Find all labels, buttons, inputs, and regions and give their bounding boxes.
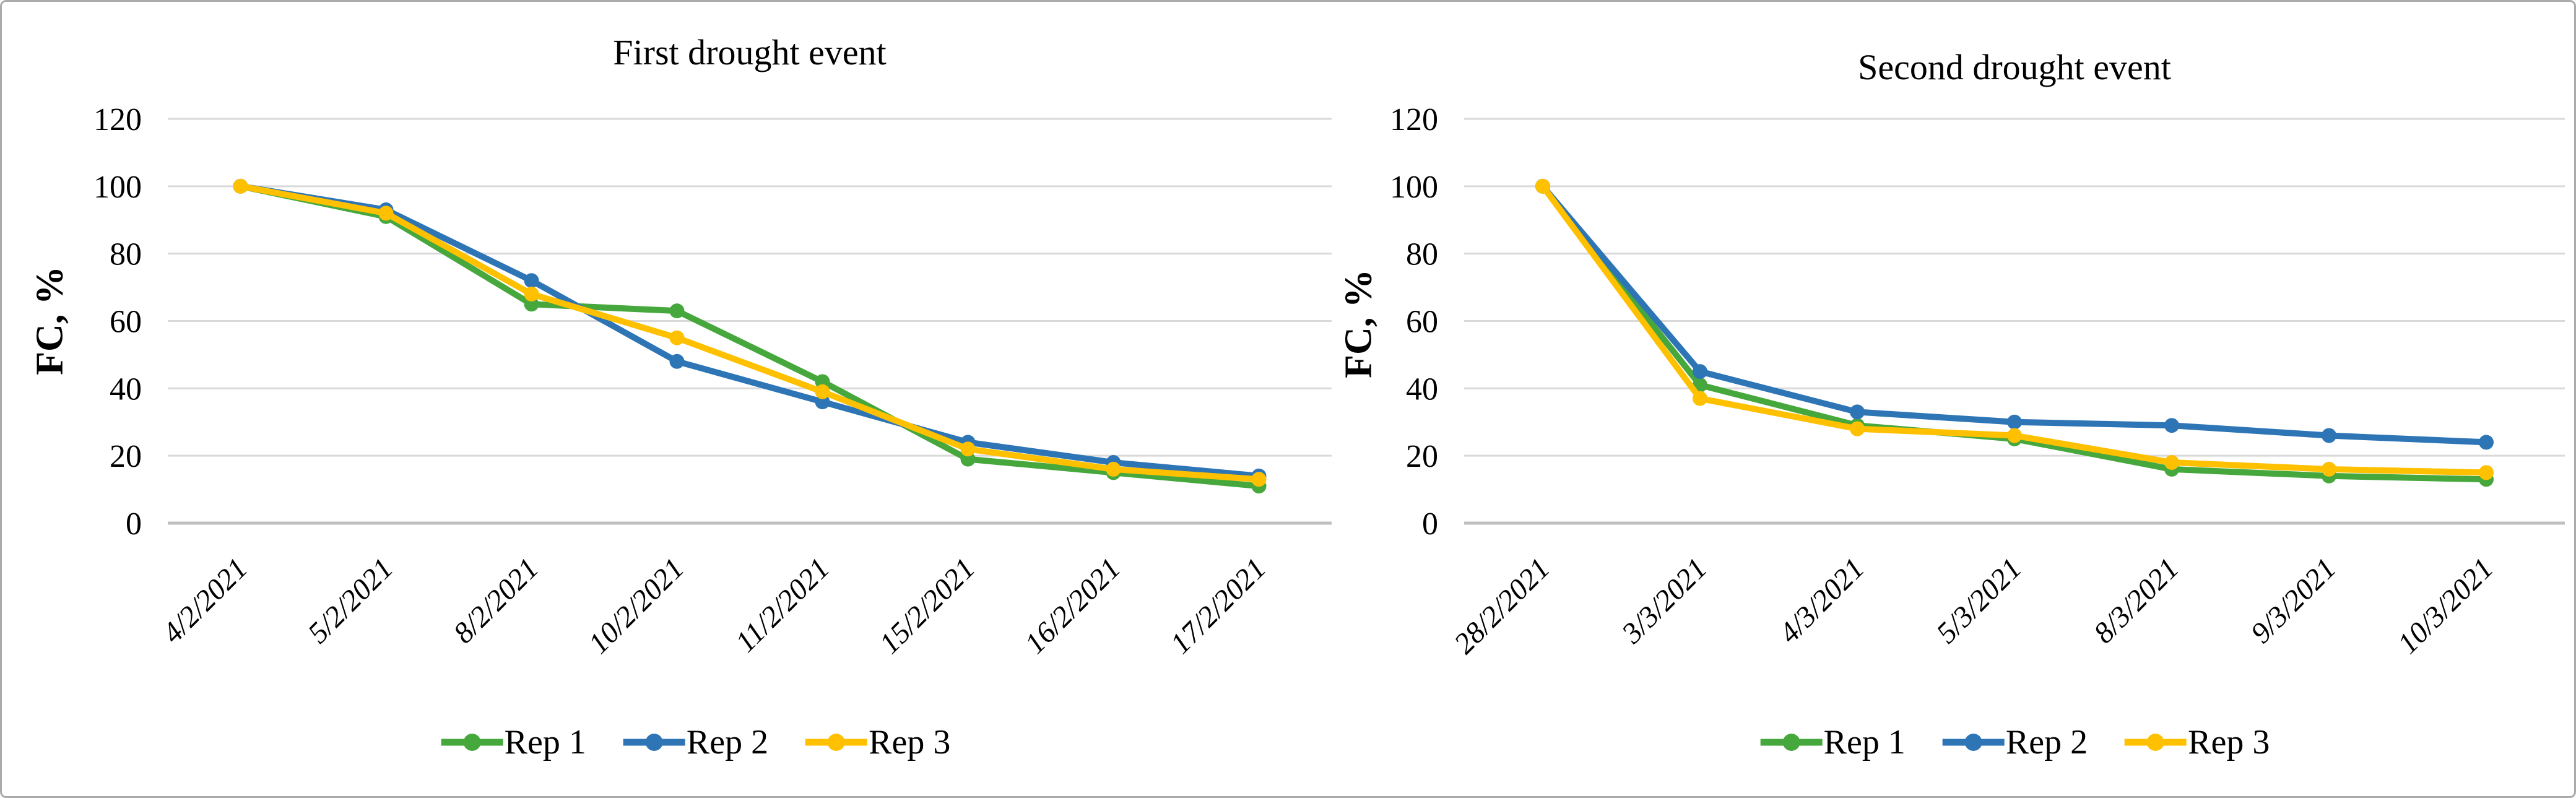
legend-marker-icon xyxy=(1942,734,2005,751)
data-point-marker xyxy=(524,273,539,288)
series-rep-2 xyxy=(233,178,1267,484)
data-point-marker xyxy=(1850,421,1865,436)
y-tick-label: 80 xyxy=(110,237,142,272)
chart-0: 0 20 40 60 80 100 120 4/2/2021 5/2/2021 8/2/2021 1… xyxy=(93,102,1332,660)
x-tick-label: 15/2/2021 xyxy=(873,552,981,660)
chart-title-first-drought: First drought event xyxy=(613,32,887,72)
x-tick-label: 10/3/2021 xyxy=(2392,552,2500,660)
x-tick-label: 4/3/2021 xyxy=(1773,552,1871,649)
x-tick-label: 28/2/2021 xyxy=(1448,552,1556,660)
legend-label: Rep 2 xyxy=(686,723,769,761)
data-point-marker xyxy=(2322,461,2336,477)
gridlines: 0 20 40 60 80 100 120 xyxy=(93,102,1332,542)
data-point-marker xyxy=(1106,461,1121,477)
x-tick-label: 5/2/2021 xyxy=(301,552,399,649)
legend-marker-icon xyxy=(623,734,685,751)
y-axis-title-right: FC, % xyxy=(1337,269,1380,378)
legend-item-rep-1: Rep 1 xyxy=(1759,725,1906,760)
legend-item-rep-3: Rep 3 xyxy=(2123,725,2270,760)
data-point-marker xyxy=(2479,465,2494,480)
data-point-marker xyxy=(2007,414,2022,430)
data-point-marker xyxy=(2479,435,2494,450)
data-point-marker xyxy=(524,286,539,301)
x-tick-label: 9/3/2021 xyxy=(2245,552,2343,649)
legend-label: Rep 3 xyxy=(2188,723,2270,761)
y-tick-label: 40 xyxy=(1406,371,1438,407)
data-point-marker xyxy=(378,206,394,221)
y-tick-label: 120 xyxy=(1390,102,1438,137)
chart-title-second-drought: Second drought event xyxy=(1858,47,2171,87)
data-point-marker xyxy=(1535,178,1550,194)
series-line xyxy=(237,183,1262,490)
y-tick-label: 40 xyxy=(110,371,142,407)
legend-first-drought: Rep 1 Rep 2 Rep 3 xyxy=(440,725,950,760)
x-tick-label: 8/2/2021 xyxy=(447,552,545,649)
series-line xyxy=(237,183,1262,479)
y-tick-label: 20 xyxy=(1406,439,1438,474)
data-point-marker xyxy=(2007,428,2022,443)
legend-item-rep-2: Rep 2 xyxy=(1941,725,2088,760)
series-rep-1 xyxy=(233,178,1267,494)
x-tick-label: 5/3/2021 xyxy=(1930,552,2028,649)
y-tick-label: 60 xyxy=(110,305,142,340)
series-rep-3 xyxy=(233,178,1267,487)
data-point-marker xyxy=(1251,472,1267,487)
chart-1: 0 20 40 60 80 100 120 28/2/2021 3/3/2021 4/3/2021… xyxy=(1390,102,2565,660)
y-tick-label: 20 xyxy=(110,439,142,474)
series-line xyxy=(237,183,1262,483)
data-point-marker xyxy=(1850,404,1865,420)
y-tick-label: 100 xyxy=(1390,170,1438,205)
data-point-marker xyxy=(960,441,976,457)
legend-label: Rep 1 xyxy=(504,723,586,761)
y-tick-label: 0 xyxy=(1422,506,1438,542)
x-tick-label: 4/2/2021 xyxy=(156,552,254,649)
data-point-marker xyxy=(1693,391,1707,406)
series-rep-2 xyxy=(1535,178,2494,450)
x-tick-label: 3/3/2021 xyxy=(1615,552,1714,650)
y-tick-label: 120 xyxy=(93,102,142,137)
y-tick-label: 0 xyxy=(126,506,142,542)
x-tick-label: 10/2/2021 xyxy=(582,552,690,660)
legend-item-rep-1: Rep 1 xyxy=(440,725,586,760)
y-tick-label: 60 xyxy=(1406,305,1438,340)
legend-item-rep-3: Rep 3 xyxy=(804,725,950,760)
x-tick-label: 11/2/2021 xyxy=(729,552,836,659)
data-point-marker xyxy=(1693,364,1707,379)
legend-marker-icon xyxy=(1760,734,1823,751)
legend-label: Rep 2 xyxy=(2005,723,2088,761)
y-tick-label: 80 xyxy=(1406,237,1438,272)
legend-marker-icon xyxy=(805,734,868,751)
data-point-marker xyxy=(669,353,685,369)
data-point-marker xyxy=(815,384,830,399)
legend-second-drought: Rep 1 Rep 2 Rep 3 xyxy=(1759,725,2270,760)
data-point-marker xyxy=(233,178,248,194)
x-tick-label: 16/2/2021 xyxy=(1018,552,1127,660)
x-tick-label: 17/2/2021 xyxy=(1164,552,1272,660)
legend-label: Rep 1 xyxy=(1823,723,1906,761)
data-point-marker xyxy=(2164,418,2179,433)
x-tick-labels: 28/2/2021 3/3/2021 4/3/2021 5/3/2021 8/3/202… xyxy=(1448,552,2500,660)
y-tick-label: 100 xyxy=(93,170,142,205)
x-tick-label: 8/3/2021 xyxy=(2088,552,2185,649)
data-point-marker xyxy=(2322,428,2336,443)
legend-label: Rep 3 xyxy=(869,723,951,761)
x-tick-labels: 4/2/2021 5/2/2021 8/2/2021 10/2/2021 11/2/20… xyxy=(156,552,1272,660)
legend-marker-icon xyxy=(441,734,503,751)
y-axis-title-left: FC, % xyxy=(28,266,71,375)
series-rep-3 xyxy=(1535,178,2494,480)
data-point-marker xyxy=(2164,455,2179,471)
series-line xyxy=(1540,183,2489,446)
legend-marker-icon xyxy=(2125,734,2187,751)
legend-item-rep-2: Rep 2 xyxy=(622,725,768,760)
data-point-marker xyxy=(669,303,685,319)
data-point-marker xyxy=(669,330,685,345)
